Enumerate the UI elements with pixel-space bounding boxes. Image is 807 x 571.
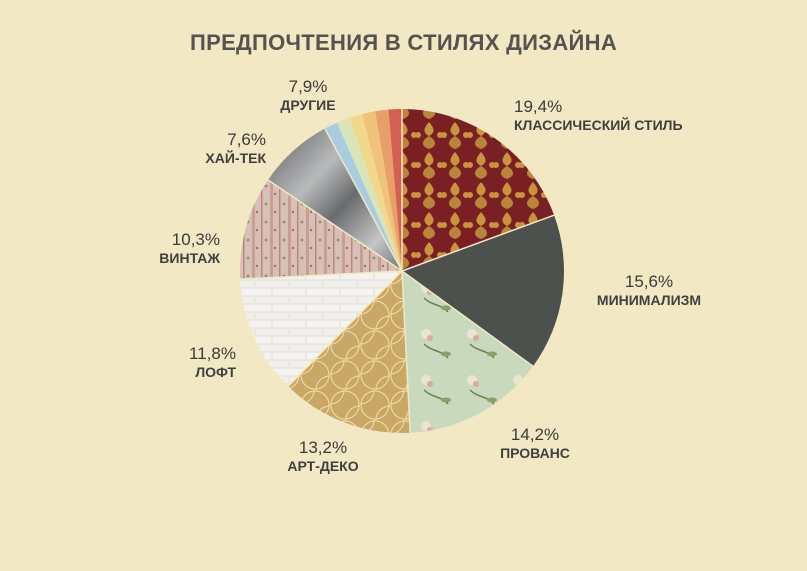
slice-separator bbox=[401, 214, 555, 272]
label-minimalism: 15,6% МИНИМАЛИЗМ bbox=[596, 272, 702, 308]
pie-slices-group bbox=[239, 108, 564, 434]
slice-separator bbox=[240, 270, 403, 280]
slice-artdeco bbox=[288, 271, 411, 434]
label-provence: 14,2% ПРОВАНС bbox=[500, 425, 570, 461]
slice-separator bbox=[267, 179, 403, 272]
label-loft: 11,8% ЛОФТ bbox=[189, 344, 236, 380]
slice-others bbox=[324, 108, 403, 272]
slice-vintage bbox=[239, 179, 402, 280]
others-stripe bbox=[349, 113, 402, 271]
others-stripe bbox=[375, 109, 402, 271]
slice-provence bbox=[402, 271, 534, 433]
label-vintage: 10,3% ВИНТАЖ bbox=[159, 230, 220, 266]
others-stripe bbox=[336, 117, 402, 271]
label-others: 7,9% ДРУГИЕ bbox=[280, 77, 336, 113]
slice-classic bbox=[402, 109, 555, 271]
label-hitech: 7,6% ХАЙ-ТЕК bbox=[205, 130, 266, 166]
chart-title: ПРЕДПОЧТЕНИЯ В СТИЛЯХ ДИЗАЙНА bbox=[189, 30, 618, 55]
slice-hitech bbox=[268, 128, 402, 271]
slice-minimalism bbox=[402, 215, 564, 367]
label-classic: 19,4% КЛАССИЧЕСКИЙ СТИЛЬ bbox=[514, 97, 683, 133]
slice-separator bbox=[324, 128, 403, 272]
slice-separator bbox=[401, 270, 411, 433]
slice-separator bbox=[401, 270, 534, 367]
label-artdeco: 13,2% АРТ-ДЕКО bbox=[287, 438, 359, 474]
others-stripe bbox=[388, 108, 403, 271]
others-stripe bbox=[362, 111, 402, 272]
slice-separator bbox=[287, 270, 403, 387]
slice-loft bbox=[240, 271, 402, 387]
